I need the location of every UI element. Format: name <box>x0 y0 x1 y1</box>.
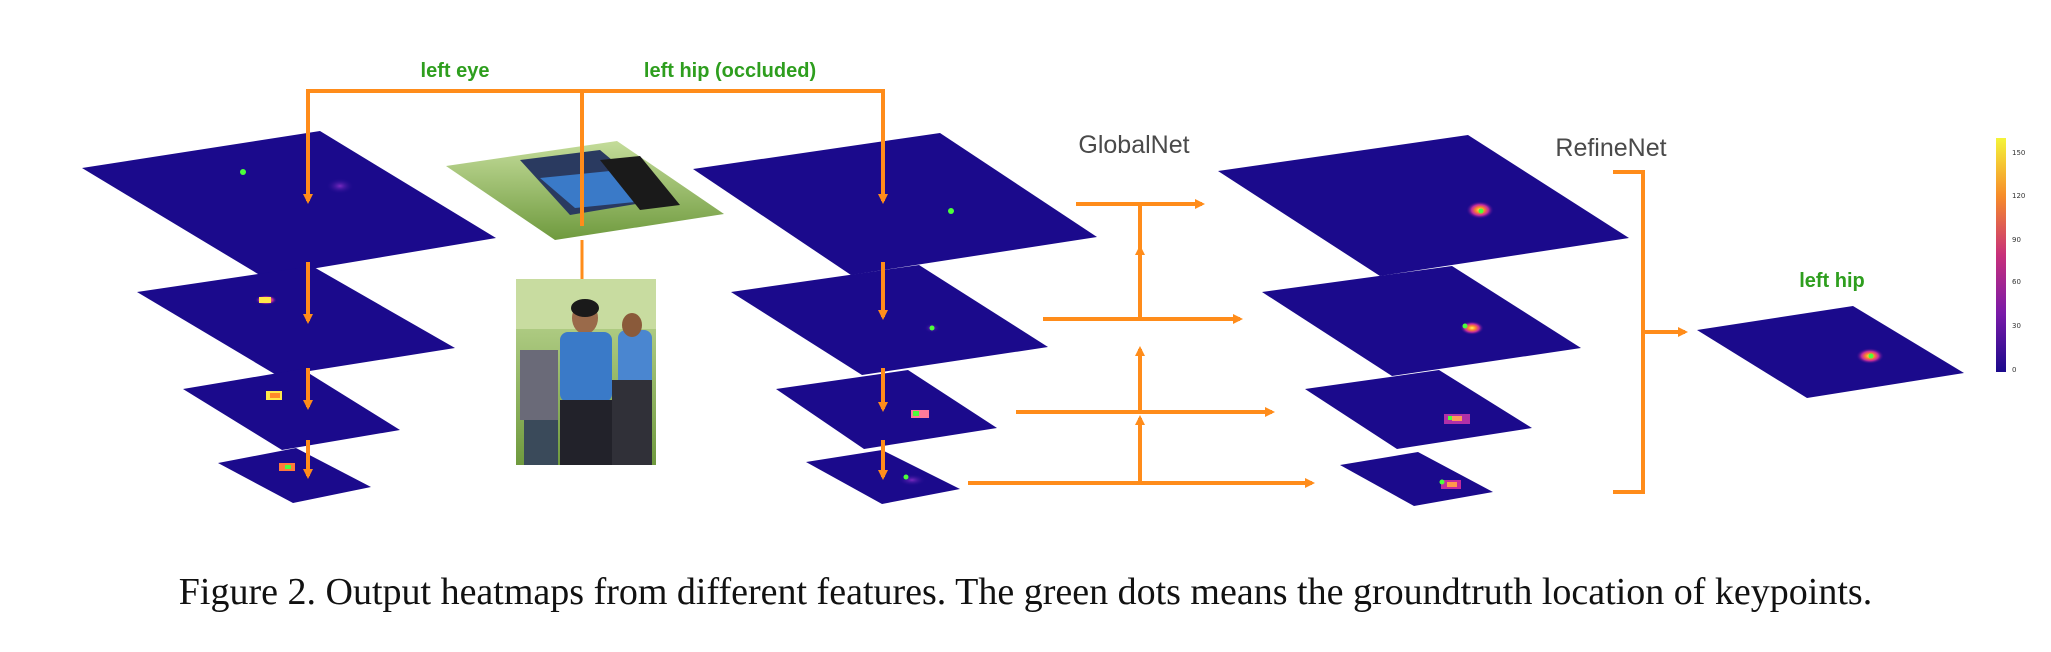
refinenet-bracket <box>1613 170 1645 494</box>
heatmap-c3-l3 <box>1305 370 1532 449</box>
colorbar-tick: 60 <box>2012 278 2021 286</box>
colorbar: 150 120 90 60 30 0 <box>1996 138 2025 374</box>
heatmap-c3-l2 <box>1262 266 1581 376</box>
colorbar-tick: 150 <box>2012 149 2025 157</box>
heatmap-c3-l1 <box>1218 135 1629 276</box>
colorbar-tick: 0 <box>2012 366 2016 374</box>
heatmap-c3-l4 <box>1340 452 1493 506</box>
groundtruth-dot <box>948 208 954 214</box>
groundtruth-dot <box>1462 323 1468 329</box>
groundtruth-dot <box>240 169 246 175</box>
label-globalnet: GlobalNet <box>1078 131 1189 159</box>
heatmap-final <box>1697 306 1964 398</box>
label-left-hip-occluded: left hip (occluded) <box>644 60 816 82</box>
label-left-hip: left hip <box>1799 270 1865 292</box>
left-eye-arrow <box>303 89 584 204</box>
heatmap-c1-l4 <box>218 448 371 503</box>
colorbar-tick: 30 <box>2012 322 2021 330</box>
colorbar-tick: 90 <box>2012 236 2021 244</box>
label-refinenet: RefineNet <box>1555 134 1666 162</box>
groundtruth-dot <box>1478 208 1484 214</box>
pyramid-1 <box>82 131 496 503</box>
heatmap-c1-l2 <box>137 266 455 376</box>
pyramid-globalnet <box>1218 135 1629 506</box>
input-photo-warped <box>446 141 724 240</box>
groundtruth-dot <box>929 325 935 331</box>
groundtruth-dot <box>1868 353 1874 359</box>
heatmap-c2-l2 <box>731 265 1048 375</box>
input-photo <box>516 279 656 465</box>
colorbar-tick: 120 <box>2012 192 2025 200</box>
left-hip-arrow <box>582 89 888 204</box>
heatmap-c1-l3 <box>183 369 400 450</box>
pyramid-2 <box>693 133 1097 504</box>
figure-caption: Figure 2. Output heatmaps from different… <box>178 571 1873 613</box>
groundtruth-dot <box>1439 479 1445 485</box>
heatmap-c2-l3 <box>776 370 997 449</box>
refinenet-output <box>1697 306 1964 398</box>
groundtruth-dot <box>903 474 909 480</box>
arrows <box>303 89 1688 494</box>
heatmap-c2-l1 <box>693 133 1097 275</box>
heatmap-c1-l1 <box>82 131 496 277</box>
label-left-eye: left eye <box>421 60 490 82</box>
